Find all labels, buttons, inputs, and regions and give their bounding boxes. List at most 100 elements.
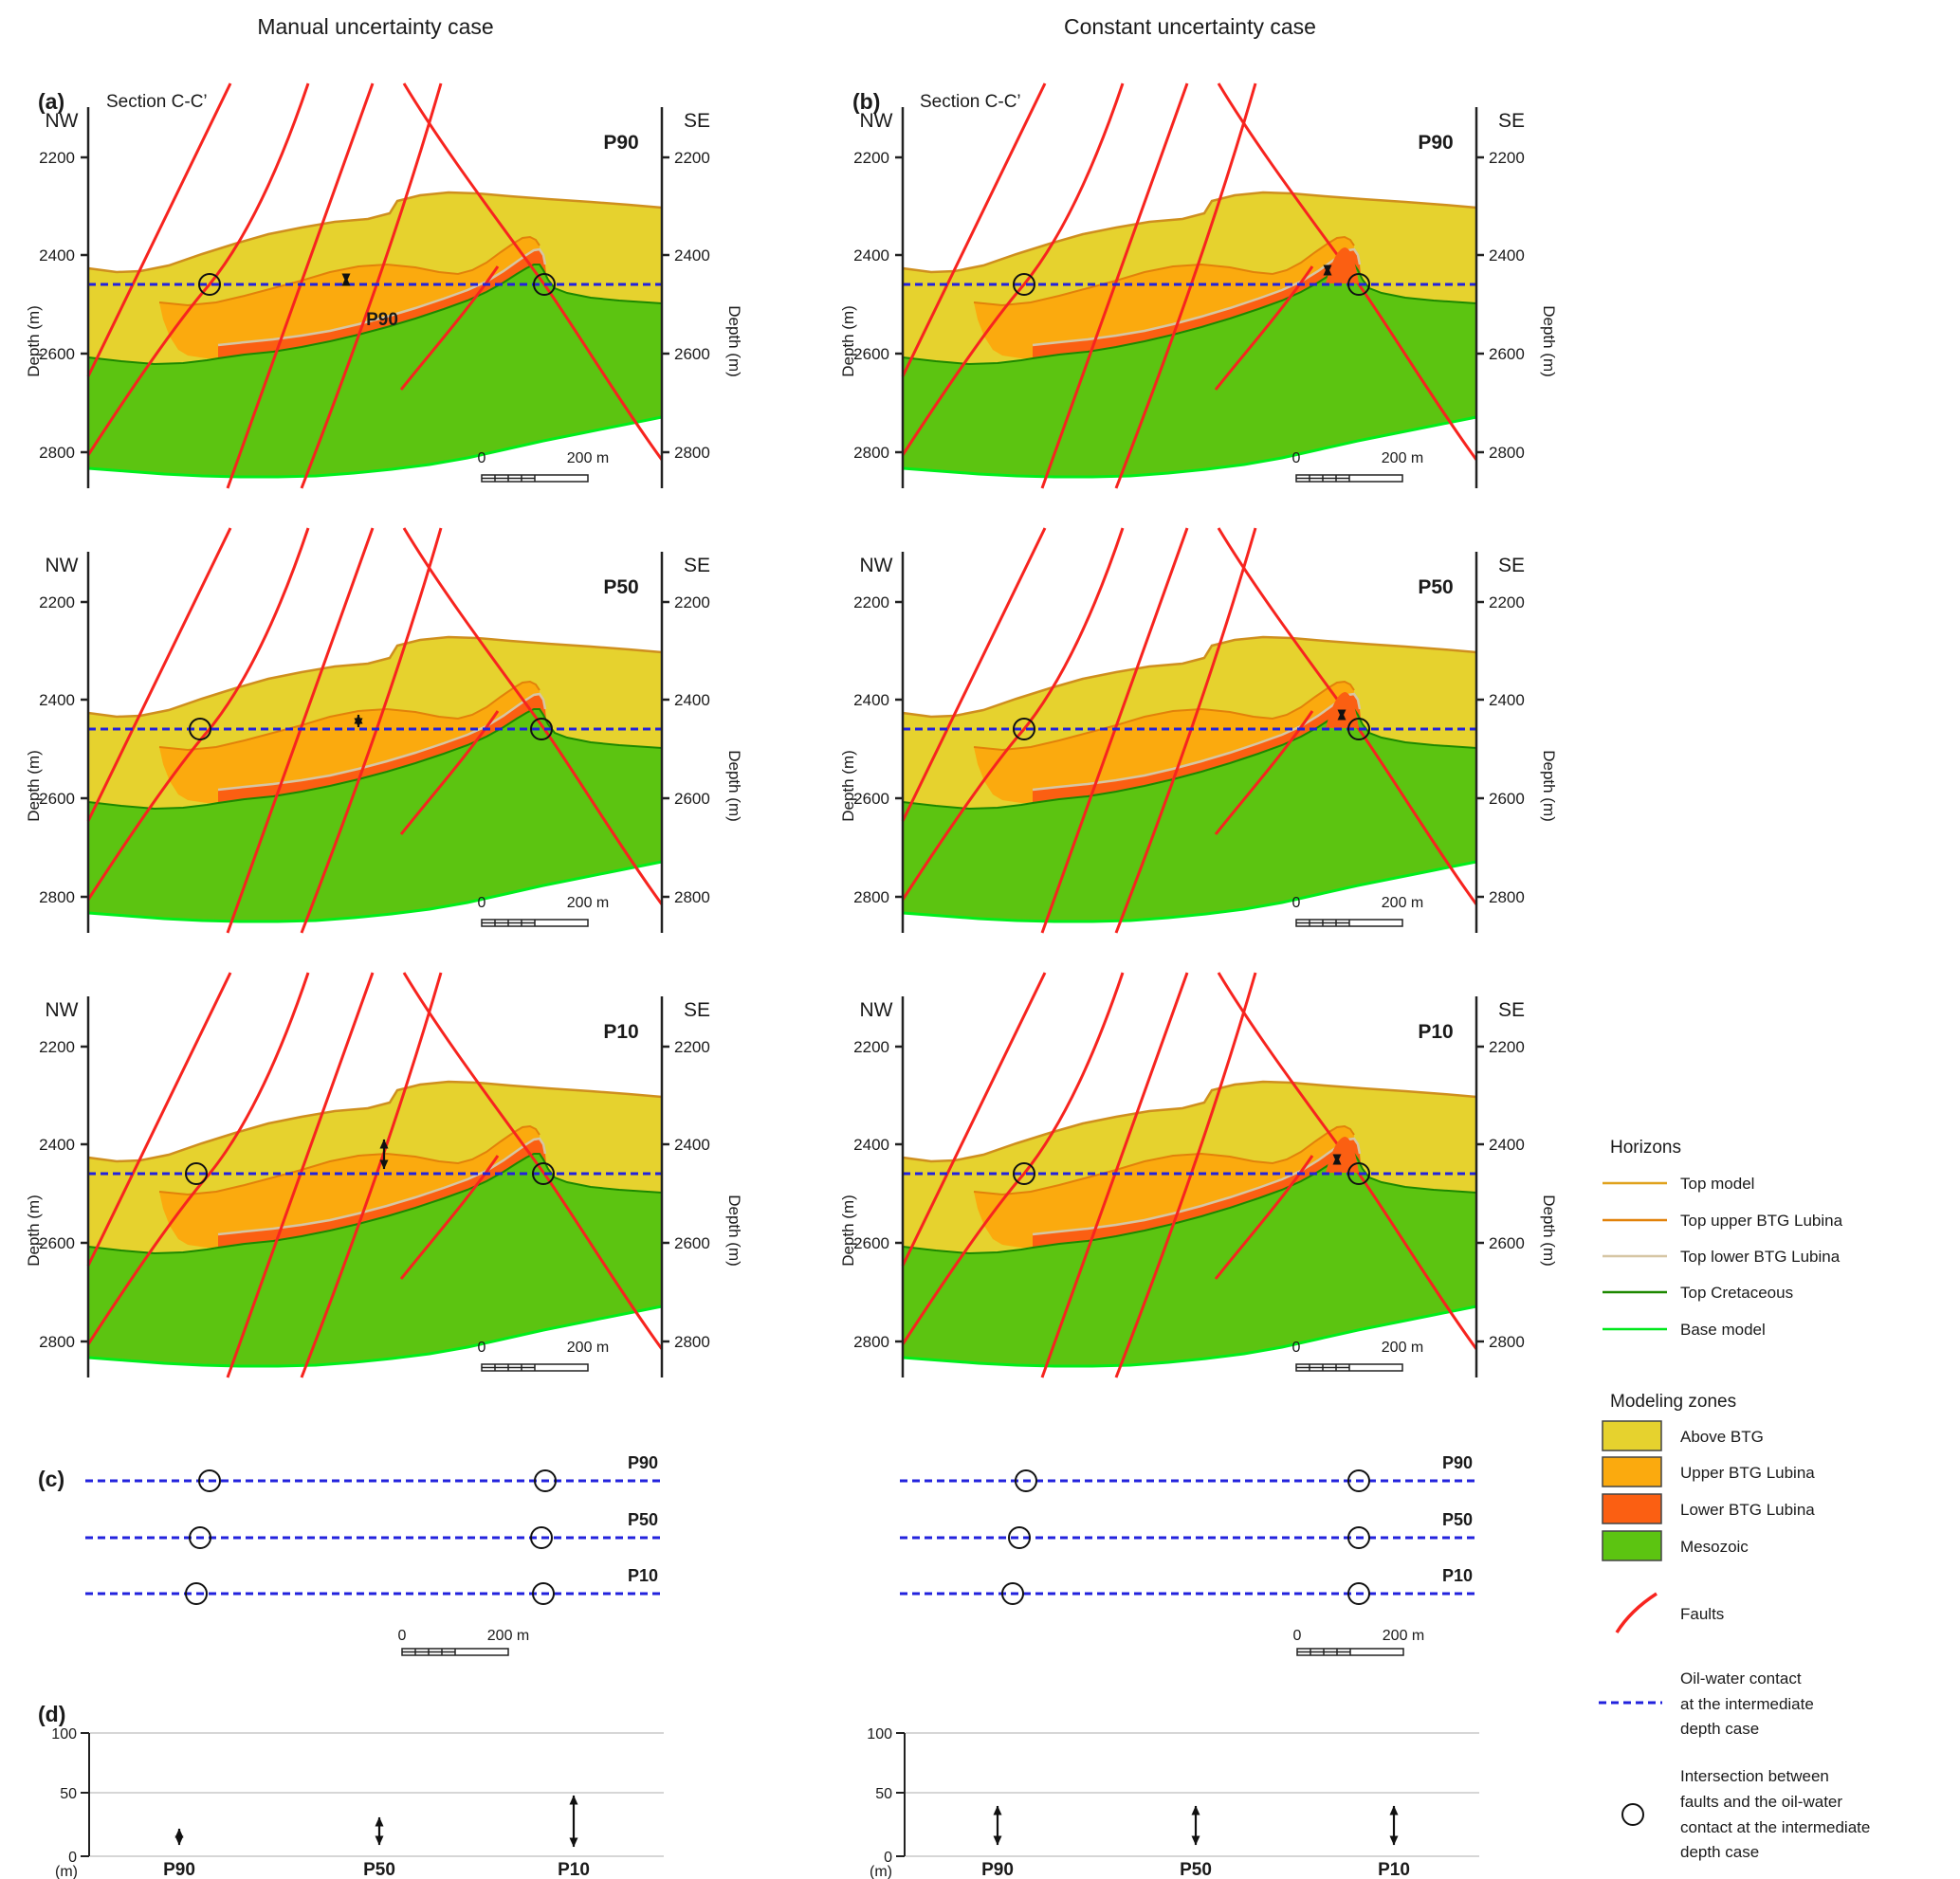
corner-label-nw: NW (860, 110, 893, 132)
legend-item-label: Oil-water contact (1680, 1669, 1802, 1687)
corner-label-nw: NW (860, 555, 893, 576)
tick-label: 2600 (674, 345, 710, 363)
legend-item-label: Intersection between (1680, 1767, 1829, 1785)
fault-owc-intersection-circle (1347, 273, 1370, 296)
tick-label: 2200 (674, 149, 710, 167)
panel-letter-c: (c) (38, 1467, 64, 1491)
fault-owc-intersection-circle (1347, 1162, 1370, 1185)
owc-case-label: P90 (628, 1453, 658, 1472)
fault-owc-intersection-circle (532, 1582, 555, 1605)
panel-manual-p50: NW SE P50 2200 2400 2600 2800 2200 2400 … (25, 526, 743, 935)
legend-zones-title: Modeling zones (1610, 1392, 1736, 1412)
tick-label: 2800 (39, 888, 75, 906)
tick-label: 100 (867, 1726, 892, 1742)
tick-label: 2600 (674, 790, 710, 808)
unit-label: (m) (55, 1864, 78, 1879)
tick-label: 2200 (853, 149, 889, 167)
row-c: (c) P90 P50 P10 P90 P50 P10 0 200 m 0 20… (38, 1453, 1478, 1656)
tick-label: 2200 (674, 593, 710, 611)
tick-label: 2200 (1489, 1038, 1525, 1056)
panel-letter-b: (b) (852, 89, 880, 114)
tick-label: 2400 (853, 1136, 889, 1154)
depth-axis-label: Depth (m) (839, 750, 857, 822)
corner-label-se: SE (684, 999, 710, 1021)
panel-constant-p10: NW SE P10 2200 2400 2600 2800 2200 2400 … (839, 971, 1558, 1379)
depth-axis-label: Depth (m) (725, 1195, 743, 1267)
legend-item-label: Lower BTG Lubina (1680, 1501, 1815, 1519)
fault-owc-intersection-circle (198, 1469, 221, 1492)
scalebar-length: 200 m (1382, 895, 1423, 911)
fault-owc-intersection-circle (1015, 1469, 1037, 1492)
case-label: P90 (981, 1860, 1014, 1879)
tick-label: 2400 (39, 1136, 75, 1154)
unit-label: (m) (870, 1864, 892, 1879)
fault-owc-intersection-circle (1001, 1582, 1024, 1605)
legend-item-label: Above BTG (1680, 1428, 1764, 1446)
fault-owc-intersection-circle (1347, 1469, 1370, 1492)
axis-tick-marks (81, 1045, 669, 1343)
tick-label: 2200 (39, 1038, 75, 1056)
fault-owc-intersection-circle (1347, 718, 1370, 740)
scalebar-length: 200 m (1382, 1340, 1423, 1356)
tick-label: 2800 (1489, 444, 1525, 462)
tick-label: 2200 (853, 593, 889, 611)
legend-swatch-mesozoic (1602, 1530, 1662, 1561)
tick-label: 2400 (39, 691, 75, 709)
tick-label: 2200 (39, 593, 75, 611)
tick-label: 0 (884, 1850, 892, 1866)
case-label: P90 (163, 1860, 195, 1879)
fault-owc-intersection-circle (532, 1162, 555, 1185)
legend-item-label: faults and the oil-water (1680, 1793, 1842, 1811)
fault-owc-intersection-circle (530, 1526, 553, 1549)
tick-label: 2200 (674, 1038, 710, 1056)
axis-tick-marks (895, 155, 1484, 454)
scalebar-length: 200 m (1383, 1628, 1424, 1644)
tick-label: 2600 (853, 345, 889, 363)
scalebar-zero: 0 (478, 895, 486, 911)
panel-constant-p50: NW SE P50 2200 2400 2600 2800 2200 2400 … (839, 526, 1558, 935)
tick-label: 2600 (853, 790, 889, 808)
tick-label: 2800 (1489, 888, 1525, 906)
depth-axis-label: Depth (m) (25, 305, 43, 377)
corner-label-se: SE (1498, 555, 1525, 576)
depth-axis-label: Depth (m) (25, 1195, 43, 1267)
fault-owc-intersection-circle (534, 1469, 557, 1492)
d-axis (81, 1732, 90, 1857)
panel-case-label: P90 (603, 132, 638, 154)
tick-label: 2400 (674, 246, 710, 265)
depth-axis-label: Depth (m) (1540, 750, 1558, 822)
tick-label: 50 (60, 1786, 77, 1802)
legend-swatch-above-btg (1602, 1420, 1662, 1451)
corner-label-nw: NW (46, 555, 79, 576)
corner-label-se: SE (1498, 999, 1525, 1021)
axis-tick-marks (81, 155, 669, 454)
tick-label: 0 (68, 1850, 77, 1866)
legend-item-label: Mesozoic (1680, 1538, 1749, 1556)
axis-frame (901, 552, 1478, 933)
legend-intersection-sample (1621, 1803, 1644, 1826)
tick-label: 2400 (39, 246, 75, 265)
case-label: P10 (558, 1860, 590, 1879)
axis-frame (86, 107, 664, 488)
scalebar-zero: 0 (1293, 1628, 1302, 1644)
owc-case-label: P50 (1442, 1510, 1473, 1529)
tick-label: 2800 (1489, 1333, 1525, 1351)
panel-case-label: P10 (1418, 1021, 1453, 1043)
panel-manual-p10: NW SE P10 2200 2400 2600 2800 2200 2400 … (25, 971, 743, 1379)
fault-owc-intersection-circle (1347, 1526, 1370, 1549)
owc-case-label: P10 (1442, 1566, 1473, 1585)
owc-case-label: P10 (628, 1566, 658, 1585)
tick-label: 2800 (39, 1333, 75, 1351)
case-label: P10 (1378, 1860, 1410, 1879)
tick-label: 100 (51, 1726, 77, 1742)
depth-axis-label: Depth (m) (25, 750, 43, 822)
tick-label: 2800 (853, 888, 889, 906)
tick-label: 2200 (39, 149, 75, 167)
fault-owc-intersection-circle (1013, 718, 1035, 740)
fault-owc-intersection-circle (1008, 1526, 1031, 1549)
scalebar-zero: 0 (478, 1340, 486, 1356)
axis-frame (86, 996, 664, 1377)
scalebar (481, 474, 589, 483)
depth-axis-label: Depth (m) (725, 305, 743, 377)
